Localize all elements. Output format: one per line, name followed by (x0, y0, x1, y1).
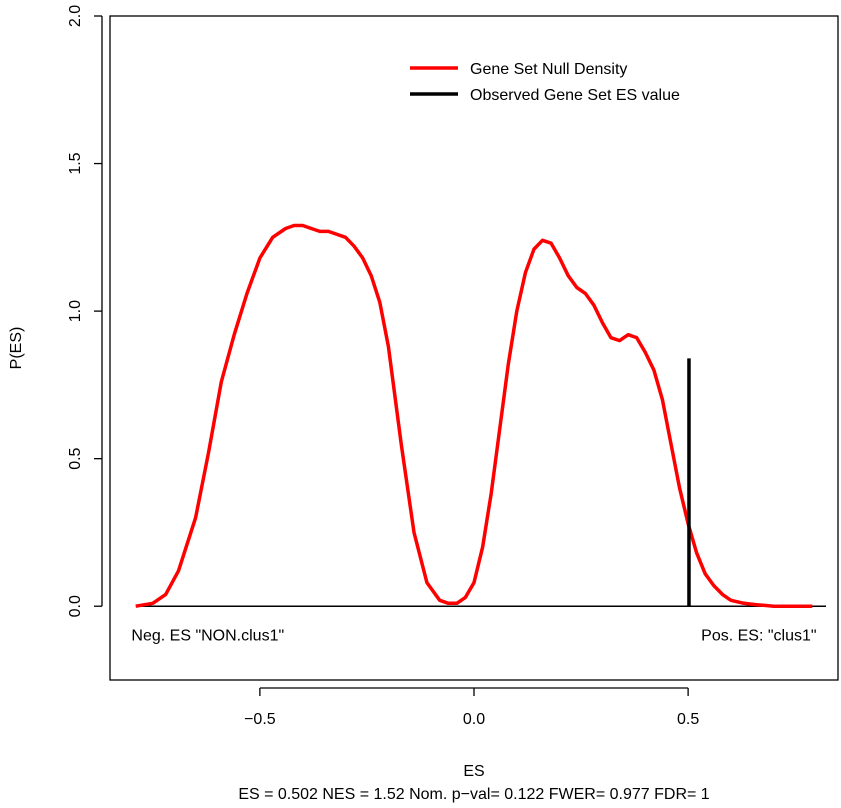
y-tick-label: 1.0 (67, 300, 84, 322)
y-tick-label: 0.0 (67, 595, 84, 617)
y-tick-label: 2.0 (67, 5, 84, 27)
chart-marks: Neg. ES "NON.clus1" Pos. ES: "clus1" (131, 223, 826, 645)
y-tick-label: 1.5 (67, 152, 84, 174)
region-annotation: Pos. ES: "clus1" (701, 628, 816, 645)
x-tick-label: 0.0 (463, 711, 485, 728)
region-annotation: Neg. ES "NON.clus1" (131, 628, 284, 645)
stats-subtitle: ES = 0.502 NES = 1.52 Nom. p−val= 0.122 … (238, 786, 709, 803)
x-tick-label: 0.5 (677, 711, 699, 728)
legend-label: Observed Gene Set ES value (470, 87, 680, 104)
y-axis-label: P(ES) (8, 327, 25, 370)
axes: −0.5 0.0 0.5 0.0 0.5 1.0 1.5 2.0 (67, 5, 699, 728)
plot-frame (109, 15, 839, 681)
legend: Gene Set Null Density Observed Gene Set E… (410, 61, 680, 104)
y-tick-label: 0.5 (67, 447, 84, 469)
legend-label: Gene Set Null Density (470, 61, 627, 78)
x-axis-label: ES (463, 763, 484, 780)
x-tick-label: −0.5 (244, 711, 276, 728)
null-density-line (135, 223, 813, 608)
